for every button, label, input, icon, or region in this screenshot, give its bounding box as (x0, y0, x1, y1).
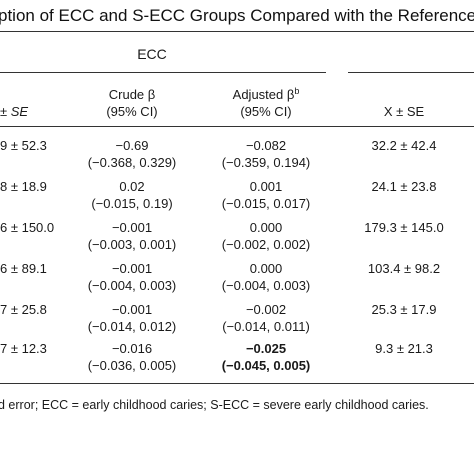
top-rule (0, 31, 474, 32)
table-row-crude: −0.69 (115, 138, 149, 153)
table-row-adjusted: −0.025 (245, 341, 287, 356)
table-row-crude-ci: (−0.368, 0.329) (87, 155, 177, 170)
table-row-adjusted-ci: (−0.359, 0.194) (221, 155, 311, 170)
table-row-crude-ci: (−0.003, 0.001) (87, 237, 177, 252)
adjusted-beta-header: Adjusted βb (233, 86, 300, 103)
table-row-reference: 25.3 ± 17.9 (371, 302, 437, 317)
table-row-adjusted-ci: (−0.045, 0.005) (221, 358, 311, 373)
crude-ci-header: (95% CI) (106, 104, 158, 119)
table-row-adjusted: −0.002 (245, 302, 287, 317)
reference-mean-se-header: X ± SE (383, 104, 425, 119)
table-row-reference: 24.1 ± 23.8 (371, 179, 437, 194)
table-row-adjusted: 0.001 (249, 179, 283, 194)
table-row-mean: 7 ± 25.8 (0, 302, 47, 317)
table-row-mean: 6 ± 89.1 (0, 261, 47, 276)
mean-se-header: ± SE (0, 103, 28, 120)
table-row-mean: 6 ± 150.0 (0, 220, 55, 235)
adjusted-beta-label: Adjusted β (232, 87, 295, 102)
adjusted-ci-header: (95% CI) (240, 104, 292, 119)
table-row-crude: 0.02 (119, 179, 145, 194)
table-row-mean: 7 ± 12.3 (0, 341, 47, 356)
table-row-adjusted-ci: (−0.014, 0.011) (222, 319, 310, 334)
crude-beta-header: Crude β (108, 87, 156, 102)
table-row-adjusted: 0.000 (249, 261, 283, 276)
table-footnote: d error; ECC = early childhood caries; S… (0, 398, 429, 412)
table-row-mean: 8 ± 18.9 (0, 179, 47, 194)
bottom-rule (0, 383, 474, 384)
table-row-crude: −0.001 (111, 261, 153, 276)
adjusted-beta-superscript: b (294, 86, 300, 96)
table-row-crude: −0.016 (111, 341, 153, 356)
table-row-adjusted: 0.000 (249, 220, 283, 235)
table-row-reference: 9.3 ± 21.3 (375, 341, 433, 356)
table-row-crude-ci: (−0.015, 0.19) (91, 196, 173, 211)
table-row-crude-ci: (−0.004, 0.003) (87, 278, 177, 293)
table-row-crude: −0.001 (111, 220, 153, 235)
table-title: ption of ECC and S-ECC Groups Compared w… (0, 6, 474, 25)
table-row-adjusted: −0.082 (245, 138, 287, 153)
table-row-crude-ci: (−0.036, 0.005) (87, 358, 177, 373)
ecc-group-rule (0, 72, 326, 73)
table-row-adjusted-ci: (−0.015, 0.017) (221, 196, 311, 211)
table-row-crude: −0.001 (111, 302, 153, 317)
table-row-adjusted-ci: (−0.004, 0.003) (221, 278, 311, 293)
header-rule (0, 126, 474, 127)
table-row-reference: 103.4 ± 98.2 (367, 261, 441, 276)
ecc-group-header: ECC (137, 46, 167, 62)
table-row-adjusted-ci: (−0.002, 0.002) (221, 237, 311, 252)
table-row-mean: 9 ± 52.3 (0, 138, 47, 153)
table-row-reference: 32.2 ± 42.4 (371, 138, 437, 153)
table-row-reference: 179.3 ± 145.0 (364, 220, 444, 235)
reference-group-rule (348, 72, 474, 73)
table-row-crude-ci: (−0.014, 0.012) (87, 319, 177, 334)
mean-se-header-text: ± SE (0, 104, 29, 119)
